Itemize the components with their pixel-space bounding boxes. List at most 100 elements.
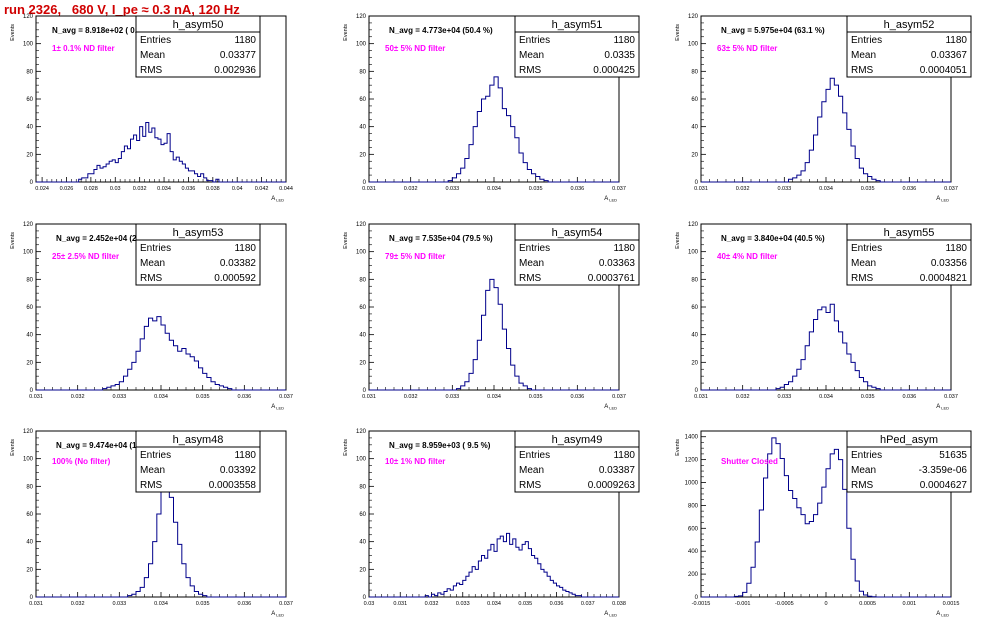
histogram-series-h_asym48: [36, 474, 286, 598]
y-tick-label: 60: [26, 305, 33, 311]
stat-label: Entries: [519, 450, 550, 461]
x-tick-label: 0.03: [364, 601, 375, 607]
y-tick-label: 20: [26, 152, 33, 158]
y-tick-label: 80: [26, 277, 33, 283]
filter-label: 10± 1% ND filter: [385, 457, 445, 466]
stat-label: RMS: [851, 65, 874, 76]
x-tick-label: 0.035: [196, 394, 210, 400]
histogram-panel-hPed_asym: 0 200 400 600 800 1000 1200 1400 -0.0015 -0.001 -0…: [675, 430, 972, 618]
y-tick-label: 60: [359, 97, 366, 103]
x-tick-label: 0.032: [404, 394, 418, 400]
histogram-series-h_asym53: [36, 316, 286, 391]
y-tick-label: 1200: [685, 458, 699, 464]
stats-box-frame: [135, 223, 261, 286]
stats-box-frame: [846, 430, 972, 493]
stat-label: RMS: [851, 273, 874, 284]
stat-value: 0.03367: [931, 50, 968, 61]
histogram-name: h_asym52: [884, 19, 935, 31]
stat-value: 0.0003558: [209, 480, 257, 491]
filter-label: 50± 5% ND filter: [385, 44, 445, 53]
x-tick-label: 0.031: [29, 601, 43, 607]
navg-label: N_avg = 4.773e+04 (50.4 %): [389, 26, 493, 35]
stats-box-frame: [135, 15, 261, 78]
x-tick-label: 0.044: [279, 186, 293, 192]
y-tick-label: 0: [30, 180, 34, 186]
x-tick-label: 0.031: [29, 394, 43, 400]
y-tick-label: 60: [359, 512, 366, 518]
histogram-series-hPed_asym: [701, 437, 951, 598]
y-tick-label: 60: [691, 305, 698, 311]
stat-label: Entries: [519, 243, 550, 254]
x-axis-title: ALED: [604, 196, 617, 203]
filter-label: 40± 4% ND filter: [717, 252, 777, 261]
y-tick-label: 40: [691, 333, 698, 339]
histogram-name: h_asym50: [173, 19, 224, 31]
stat-value: 1180: [945, 243, 967, 254]
stat-label: Entries: [140, 243, 171, 254]
x-axis-title: ALED: [604, 404, 617, 411]
y-tick-label: 60: [691, 97, 698, 103]
x-tick-label: 0.032: [736, 394, 750, 400]
x-tick-label: 0.032: [425, 601, 439, 607]
y-tick-label: 0: [695, 388, 699, 394]
stat-value: 0.0004627: [920, 480, 968, 491]
stats-box-frame: [846, 223, 972, 286]
x-tick-label: 0.032: [736, 186, 750, 192]
histogram-name: h_asym53: [173, 227, 224, 239]
stat-label: Mean: [519, 258, 544, 269]
x-tick-label: 0.036: [902, 394, 916, 400]
stat-label: Entries: [851, 450, 882, 461]
x-tick-label: 0.034: [154, 394, 168, 400]
x-tick-label: 0.033: [112, 394, 126, 400]
y-tick-label: 120: [356, 222, 367, 228]
y-tick-label: 80: [26, 69, 33, 75]
navg-label: N_avg = 2.452e+04 (25.9 %): [56, 234, 160, 243]
navg-label: N_avg = 5.975e+04 (63.1 %): [721, 26, 825, 35]
y-tick-label: 100: [688, 250, 699, 256]
x-tick-label: 0.032: [71, 394, 85, 400]
stat-label: Entries: [140, 450, 171, 461]
filter-label: 63± 5% ND filter: [717, 44, 777, 53]
histogram-name: h_asym55: [884, 227, 935, 239]
stat-label: RMS: [140, 480, 163, 491]
stat-value: 1180: [234, 243, 256, 254]
y-tick-label: 0: [30, 595, 34, 601]
x-tick-label: 0.036: [237, 394, 251, 400]
y-tick-label: 120: [356, 14, 367, 20]
stat-value: 0.0004821: [920, 273, 968, 284]
histogram-panel-h_asym53: 0 20 40 60 80 100 120 0.031 0.032 0.033 0.034 0.035…: [10, 222, 293, 411]
stats-box-frame: [846, 15, 972, 78]
y-tick-label: 600: [688, 526, 699, 532]
x-tick-label: 0.035: [518, 601, 532, 607]
x-tick-label: 0.032: [71, 601, 85, 607]
x-tick-label: 0.037: [944, 186, 958, 192]
x-tick-label: 0.031: [362, 394, 376, 400]
histogram-panel-h_asym50: 0 20 40 60 80 100 120 0.024 0.026 0.028 0.03 0.032 0…: [10, 14, 293, 203]
y-tick-label: 100: [356, 250, 367, 256]
y-tick-label: 40: [26, 333, 33, 339]
histogram-panel-h_asym54: 0 20 40 60 80 100 120 0.031 0.032 0.033 0.034 0.035…: [343, 222, 640, 411]
histogram-name: hPed_asym: [880, 434, 938, 446]
y-tick-label: 0: [695, 595, 699, 601]
run-title: run 2326, 680 V, I_pe ≈ 0.3 nA, 120 Hz: [4, 2, 240, 17]
y-tick-label: 20: [691, 152, 698, 158]
stat-label: Entries: [851, 35, 882, 46]
y-axis-title: Events: [343, 439, 349, 456]
stat-value: 0.03356: [931, 258, 968, 269]
x-tick-label: 0.04: [232, 186, 243, 192]
y-tick-label: 20: [26, 360, 33, 366]
y-tick-label: 80: [26, 484, 33, 490]
y-tick-label: 40: [691, 125, 698, 131]
navg-label: N_avg = 8.918e+02 ( 0.9 %): [52, 26, 154, 35]
x-tick-label: 0.033: [445, 186, 459, 192]
x-axis-title: ALED: [936, 404, 949, 411]
stat-label: Entries: [140, 35, 171, 46]
histogram-panel-h_asym49: 0 20 40 60 80 100 120 0.03 0.031 0.032 0.033 0.034 0…: [343, 429, 640, 618]
y-axis-title: Events: [343, 232, 349, 249]
